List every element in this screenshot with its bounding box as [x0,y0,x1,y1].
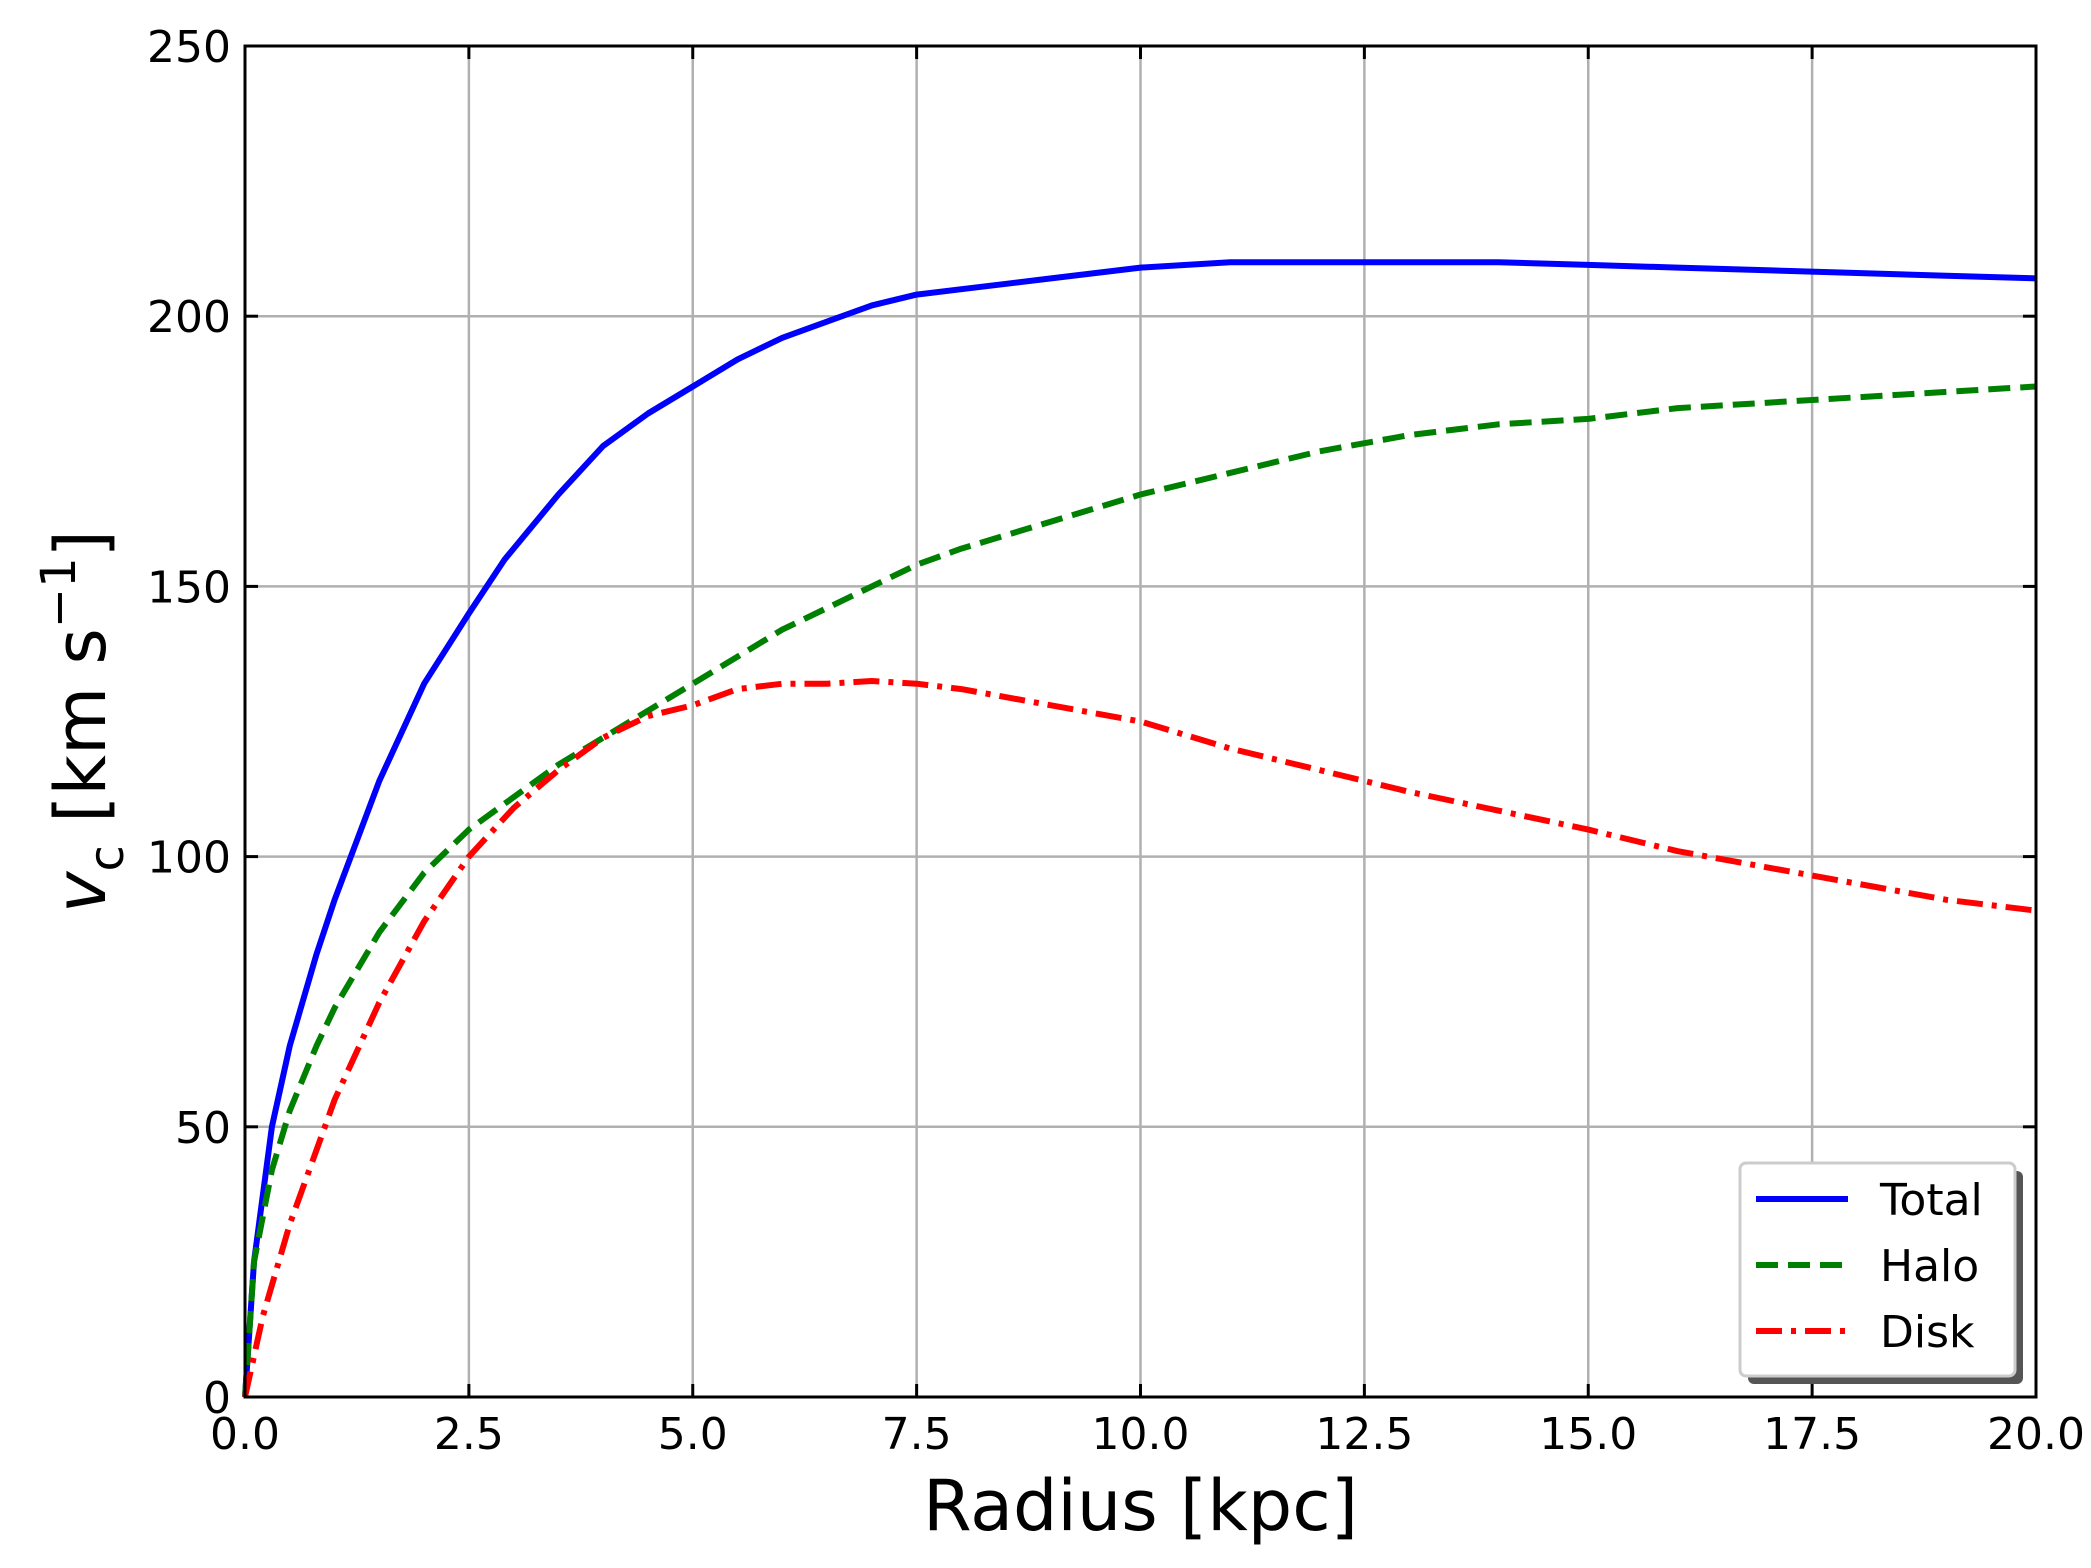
x-tick-label: 0.0 [210,1409,280,1460]
y-label-unit: [km s [40,628,122,845]
y-axis-label: vc [km s−1] [31,530,135,913]
y-tick-label: 200 [147,292,231,343]
y-label-superscript: −1 [31,557,87,628]
x-tick-label: 17.5 [1763,1409,1861,1460]
legend: Total Halo Disk [1738,1161,2023,1384]
x-tick-label: 20.0 [1987,1409,2085,1460]
y-tick-label: 100 [147,833,231,884]
y-tick-label: 0 [203,1373,231,1424]
y-label-subscript: c [79,845,135,871]
legend-box [1738,1161,2017,1378]
x-tick-label: 7.5 [882,1409,952,1460]
x-tick-label: 2.5 [434,1409,504,1460]
axis-ticks: 0.0 2.5 5.0 7.5 10.0 12.5 15.0 17.5 20.0 0 50 100 15… [147,22,2085,1460]
legend-label-halo: Halo [1880,1241,1979,1292]
y-label-unit-close: ] [40,530,122,557]
series-lines [242,259,2037,1398]
legend-label-disk: Disk [1880,1307,1975,1358]
y-label-symbol: v [40,870,122,913]
legend-label-total: Total [1879,1175,1983,1226]
x-tick-label: 12.5 [1315,1409,1413,1460]
x-axis-label: Radius [kpc] [923,1465,1358,1547]
x-tick-label: 5.0 [658,1409,728,1460]
y-tick-label: 250 [147,22,231,73]
x-tick-label: 15.0 [1539,1409,1637,1460]
y-axis-label-text: vc [km s−1] [31,530,135,913]
series-line-total [242,259,2037,1398]
series-line-disk [242,678,2037,1398]
series-line-halo [242,383,2037,1398]
x-tick-label: 10.0 [1092,1409,1190,1460]
y-tick-label: 150 [147,562,231,613]
y-tick-label: 50 [175,1103,231,1154]
grid-lines [243,44,2038,1399]
